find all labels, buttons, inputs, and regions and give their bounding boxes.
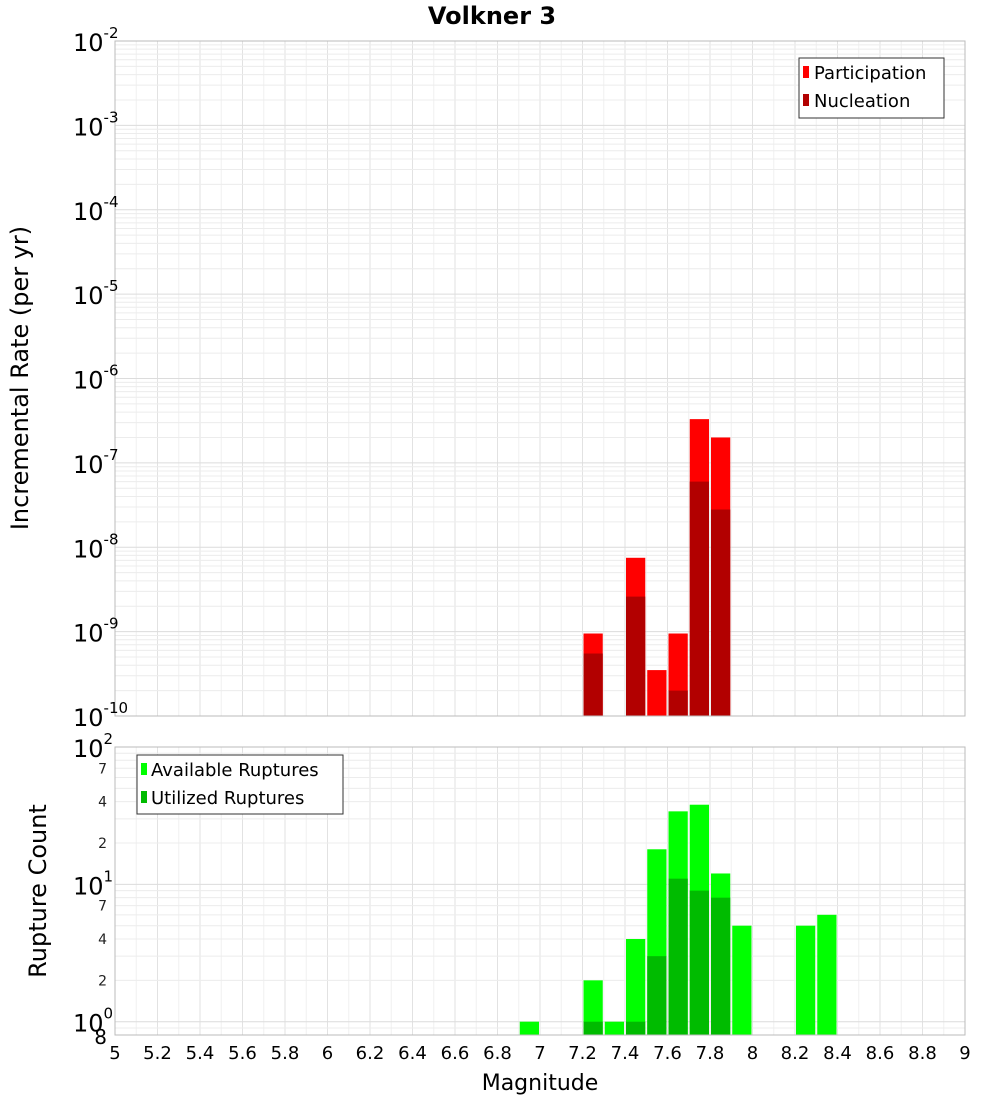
x-tick-label: 7.2 bbox=[568, 1043, 597, 1064]
legend-label-available: Available Ruptures bbox=[151, 760, 319, 781]
x-tick-label: 8.2 bbox=[781, 1043, 810, 1064]
legend-swatch-participation bbox=[803, 66, 809, 78]
top-y-tick-label: 10-2 bbox=[73, 24, 119, 57]
top-y-axis-label: Incremental Rate (per yr) bbox=[6, 226, 34, 530]
bottom-legend-box bbox=[136, 754, 344, 815]
top-y-tick-label: 10-3 bbox=[73, 108, 119, 141]
x-tick-label: 5.4 bbox=[186, 1043, 215, 1064]
bottom-y-tick-label: 101 bbox=[73, 867, 113, 900]
x-tick-label: 8.6 bbox=[866, 1043, 895, 1064]
x-tick-label: 9 bbox=[959, 1043, 970, 1064]
bottom-y-minor-tick-label: 2 bbox=[98, 973, 107, 989]
x-tick-label: 5.6 bbox=[228, 1043, 257, 1064]
top-y-tick-label: 10-9 bbox=[73, 615, 119, 648]
bottom-bars bbox=[519, 804, 837, 1035]
top-y-tick-label: 10-8 bbox=[73, 530, 119, 563]
top-legend: Participation Nucleation bbox=[798, 57, 945, 119]
bottom-bar-utilized-ruptures bbox=[647, 956, 667, 1035]
top-plot: 10-2 10-3 10-4 10-5 10-6 10-7 10-8 10-9 10-10 In… bbox=[6, 24, 966, 732]
bottom-bar-available-ruptures bbox=[583, 980, 603, 1035]
bottom-y-minor-tick-label: 7 bbox=[98, 761, 107, 777]
legend-swatch-available bbox=[141, 763, 147, 775]
chart-title: Volkner 3 bbox=[428, 2, 556, 30]
top-y-tick-label: 10-6 bbox=[73, 362, 119, 395]
x-tick-label: 7 bbox=[534, 1043, 545, 1064]
legend-swatch-nucleation bbox=[803, 94, 809, 106]
x-tick-label: 7.4 bbox=[611, 1043, 640, 1064]
bottom-bar-available-ruptures bbox=[519, 1021, 539, 1035]
top-bar-nucleation bbox=[626, 596, 646, 716]
x-tick-label: 5 bbox=[109, 1043, 120, 1064]
bottom-y-minor-tick-label: 7 bbox=[98, 899, 107, 915]
bottom-plot-frame bbox=[114, 746, 966, 1036]
bottom-plot: 102 101 100 7 4 2 7 4 2 8 Rupture Count Available… bbox=[24, 730, 971, 1096]
x-tick-label: 5.8 bbox=[271, 1043, 300, 1064]
top-bar-nucleation bbox=[689, 481, 709, 716]
bottom-y-minor-tick-label: 4 bbox=[98, 795, 107, 811]
bottom-bar-available-ruptures bbox=[732, 925, 752, 1035]
top-bar-participation bbox=[647, 670, 667, 716]
top-y-tick-label: 10-4 bbox=[73, 193, 119, 226]
x-axis-label: Magnitude bbox=[482, 1071, 599, 1096]
x-tick-label: 5.2 bbox=[143, 1043, 172, 1064]
bottom-y-ticks: 102 101 100 7 4 2 7 4 2 8 bbox=[73, 730, 113, 1049]
x-tick-label: 6.8 bbox=[483, 1043, 512, 1064]
top-bars bbox=[583, 419, 731, 716]
legend-label-utilized: Utilized Ruptures bbox=[151, 788, 304, 809]
top-legend-box bbox=[798, 57, 945, 119]
x-tick-label: 6.2 bbox=[356, 1043, 385, 1064]
top-bar-nucleation bbox=[583, 653, 603, 716]
bottom-bar-available-ruptures bbox=[817, 914, 837, 1035]
legend-label-nucleation: Nucleation bbox=[814, 91, 910, 112]
top-y-ticks: 10-2 10-3 10-4 10-5 10-6 10-7 10-8 10-9 10-10 bbox=[73, 24, 128, 732]
bottom-bar-utilized-ruptures bbox=[668, 878, 688, 1035]
bottom-y-minor-tick-label: 4 bbox=[98, 932, 107, 948]
top-y-tick-label: 10-7 bbox=[73, 446, 119, 479]
legend-label-participation: Participation bbox=[814, 63, 926, 84]
top-plot-frame bbox=[114, 40, 966, 717]
x-tick-label: 7.6 bbox=[653, 1043, 682, 1064]
bottom-y-minor-tick-label: 8 bbox=[94, 1025, 107, 1049]
top-bar-nucleation bbox=[668, 690, 688, 716]
bottom-y-tick-label: 100 bbox=[73, 1005, 113, 1038]
x-ticks: 5 5.2 5.4 5.6 5.8 6 6.2 6.4 6.6 6.8 7 7.2 7.4 7.6 7.8 8… bbox=[109, 1043, 970, 1064]
bottom-y-minor-tick-label: 2 bbox=[98, 836, 107, 852]
x-tick-label: 7.8 bbox=[696, 1043, 725, 1064]
bottom-bar-utilized-ruptures bbox=[626, 1021, 646, 1035]
top-bar-nucleation bbox=[711, 509, 731, 716]
bottom-y-tick-label: 102 bbox=[73, 730, 113, 763]
x-tick-label: 8 bbox=[747, 1043, 758, 1064]
top-y-tick-label: 10-10 bbox=[73, 699, 128, 732]
bottom-bar-available-ruptures bbox=[626, 939, 646, 1035]
legend-swatch-utilized bbox=[141, 791, 147, 803]
x-tick-label: 6 bbox=[322, 1043, 333, 1064]
bottom-bar-available-ruptures bbox=[604, 1021, 624, 1035]
bottom-bar-utilized-ruptures bbox=[711, 897, 731, 1035]
x-tick-label: 6.6 bbox=[441, 1043, 470, 1064]
bottom-bar-available-ruptures bbox=[796, 925, 816, 1035]
bottom-y-axis-label: Rupture Count bbox=[24, 804, 52, 978]
bottom-bar-utilized-ruptures bbox=[689, 890, 709, 1035]
x-tick-label: 6.4 bbox=[398, 1043, 427, 1064]
x-tick-label: 8.4 bbox=[823, 1043, 852, 1064]
bottom-legend: Available Ruptures Utilized Ruptures bbox=[136, 754, 344, 815]
bottom-bar-utilized-ruptures bbox=[583, 1021, 603, 1035]
top-grid bbox=[114, 41, 966, 717]
top-y-tick-label: 10-5 bbox=[73, 277, 119, 310]
x-tick-label: 8.8 bbox=[908, 1043, 937, 1064]
